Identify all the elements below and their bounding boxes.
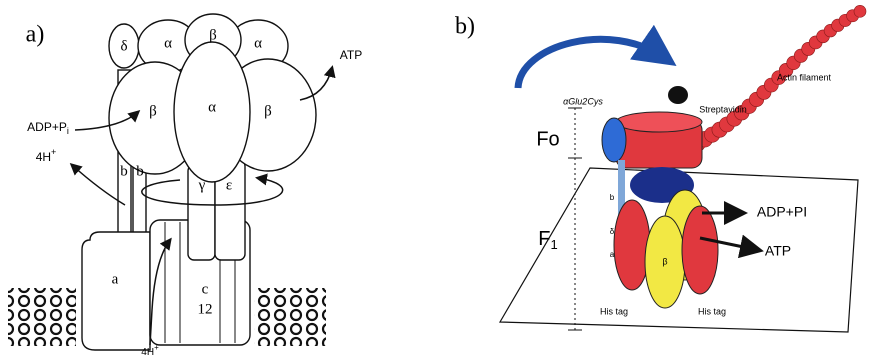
label: γ [198, 177, 206, 193]
label: ADP+Pi [27, 120, 69, 136]
label: His tag [698, 306, 726, 316]
label: a [610, 250, 615, 259]
streptavidin [668, 86, 688, 104]
label: α [254, 35, 262, 51]
label: Fo [536, 128, 559, 150]
panel-b: b) αGlu2Cys Actin filament Streptavidin … [455, 5, 866, 332]
membrane [8, 288, 76, 346]
label: ε [226, 177, 232, 193]
label: a [112, 271, 119, 287]
label: δ [120, 38, 127, 54]
c-ring-top [616, 112, 702, 132]
label: F1 [538, 228, 557, 252]
label: α [208, 99, 216, 115]
panel-label: a) [26, 22, 45, 48]
membrane [254, 288, 326, 346]
label: β [209, 27, 217, 43]
label: Streptavidin [699, 104, 747, 114]
subunit-a [602, 118, 626, 162]
label: δ [610, 227, 615, 236]
label: b [610, 193, 615, 202]
label: ADP+PI [757, 204, 807, 220]
label: c [202, 281, 209, 297]
label: α [164, 35, 172, 51]
panel-a: a) δ α β α β α β b b γ ε a c 12 ATP ADP+… [8, 14, 362, 358]
label: b [136, 163, 144, 179]
alpha [682, 206, 718, 294]
arrow [72, 165, 125, 205]
label: His tag [600, 306, 628, 316]
label: αGlu2Cys [563, 96, 603, 106]
figure: a) δ α β α β α β b b γ ε a c 12 ATP ADP+… [0, 0, 872, 359]
label: β [149, 103, 157, 119]
label: β [264, 103, 272, 119]
rotation-arrow [518, 39, 665, 88]
label: 4H+ [36, 147, 57, 164]
actin-filament [682, 5, 866, 156]
panel-label: b) [455, 14, 475, 40]
label: ATP [765, 243, 791, 259]
label: ATP [340, 48, 362, 62]
label: b [120, 163, 128, 179]
alpha [614, 200, 650, 290]
label: 12 [198, 301, 213, 317]
subunit-a [82, 232, 150, 350]
label: Actin filament [777, 72, 832, 82]
actin-bead [854, 5, 866, 17]
label: β [662, 256, 667, 266]
